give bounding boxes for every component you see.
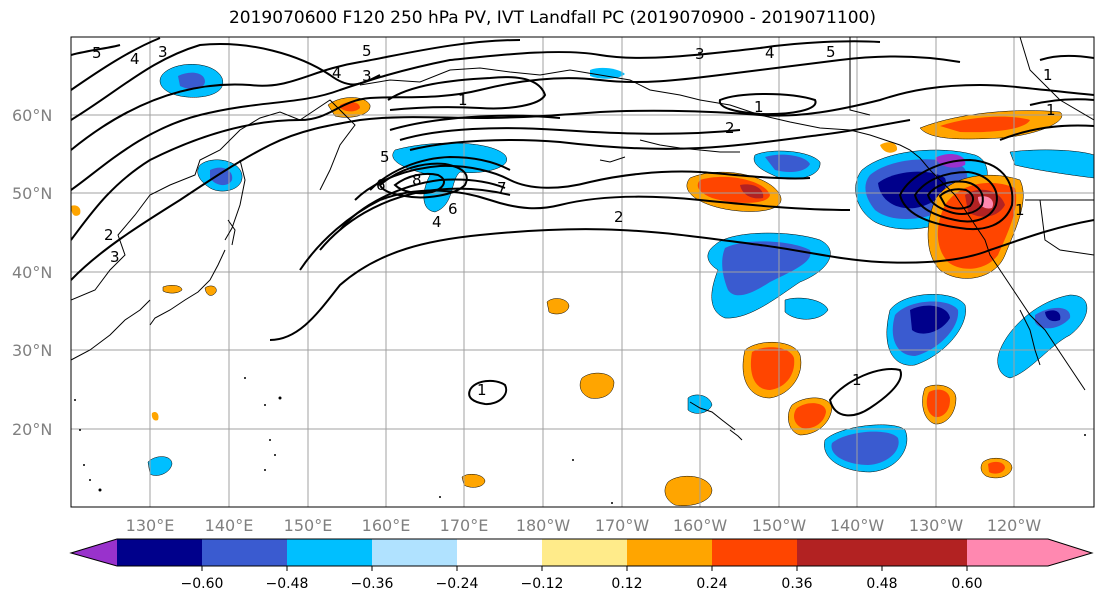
contour-label: 2	[614, 208, 624, 226]
map-title: 2019070600 F120 250 hPa PV, IVT Landfall…	[228, 8, 876, 28]
contour-label: 1	[754, 98, 764, 116]
colorbar-tick-label: 0.36	[781, 576, 812, 592]
contour-label: 1	[1046, 101, 1056, 119]
latitude-labels: 60°N 50°N 40°N 30°N 20°N	[12, 106, 52, 439]
lat-label: 30°N	[12, 341, 52, 360]
lat-label: 50°N	[12, 184, 52, 203]
lon-label: 170°W	[595, 516, 650, 535]
pv-contours	[71, 37, 1094, 417]
colorbar-tick-label: −0.36	[351, 576, 394, 592]
contour-label: 7	[497, 179, 507, 197]
lon-label: 130°E	[126, 516, 175, 535]
contour-label: 5	[362, 42, 372, 60]
colorbar-tick-label: 0.24	[696, 576, 727, 592]
contour-label: 3	[158, 43, 168, 61]
contour-label: 3	[110, 248, 120, 266]
colorbar: −0.60 −0.48 −0.36 −0.24 −0.12 0.12 0.24 …	[69, 538, 1094, 592]
contour-label: 8	[412, 171, 422, 189]
colorbar-tick-label: −0.48	[266, 576, 309, 592]
lat-label: 40°N	[12, 263, 52, 282]
colorbar-bin	[457, 539, 542, 566]
colorbar-bin	[627, 539, 712, 566]
contour-label: 4	[765, 44, 775, 62]
lon-label: 180°W	[516, 516, 571, 535]
colorbar-extend-high	[1048, 539, 1092, 566]
contour-label: 2	[725, 119, 735, 137]
contour-label: 2	[104, 226, 114, 244]
colorbar-bin	[202, 539, 287, 566]
contour-label: 1	[458, 91, 468, 109]
colorbar-tick-label: 0.12	[611, 576, 642, 592]
contour-label: 3	[695, 45, 705, 63]
contour-labels: 5 4 3 5 4 3 1 3 4 5 1 1 1 2 8 7 6 4 2 1 …	[92, 42, 1056, 399]
lon-label: 170°E	[440, 516, 489, 535]
islands	[74, 377, 1086, 504]
coastlines	[71, 37, 1094, 441]
lat-label: 20°N	[12, 420, 52, 439]
contour-label: 1	[852, 371, 862, 389]
colorbar-bin	[117, 539, 202, 566]
lat-label: 60°N	[12, 106, 52, 125]
colorbar-tick-label: 0.48	[866, 576, 897, 592]
colorbar-tick-label: −0.12	[521, 576, 564, 592]
contour-label: 1	[477, 381, 487, 399]
contour-label: 1	[1015, 201, 1025, 219]
lon-label: 140°W	[830, 516, 885, 535]
lon-label: 140°E	[205, 516, 254, 535]
colorbar-bin	[882, 539, 967, 566]
colorbar-bin	[287, 539, 372, 566]
contour-label: 4	[130, 50, 140, 68]
lon-label: 130°W	[909, 516, 964, 535]
contour-label: 1	[1043, 66, 1053, 84]
longitude-labels: 130°E 140°E 150°E 160°E 170°E 180°W 170°…	[126, 516, 1042, 535]
colorbar-bin	[372, 539, 457, 566]
colorbar-bin	[967, 539, 1048, 566]
lon-label: 150°E	[284, 516, 333, 535]
lon-label: 160°E	[362, 516, 411, 535]
contour-label: 4	[332, 64, 342, 82]
contour-label: 5	[92, 44, 102, 62]
lon-label: 160°W	[673, 516, 728, 535]
lon-label: 120°W	[987, 516, 1042, 535]
colorbar-bin	[712, 539, 797, 566]
contour-label: 4	[432, 213, 442, 231]
colorbar-tick-label: 0.60	[951, 576, 982, 592]
contour-label: 6	[448, 200, 458, 218]
colorbar-bin	[797, 539, 882, 566]
colorbar-tick-label: −0.60	[181, 576, 224, 592]
contour-label: 6	[376, 176, 386, 194]
colorbar-tick-label: −0.24	[436, 576, 479, 592]
lon-label: 150°W	[752, 516, 807, 535]
colorbar-extend-low	[71, 539, 117, 566]
contour-label: 5	[380, 148, 390, 166]
contour-label: 5	[826, 43, 836, 61]
map-frame	[70, 36, 1095, 508]
colorbar-bin	[542, 539, 627, 566]
graticule	[71, 37, 1094, 507]
contour-label: 3	[362, 67, 372, 85]
